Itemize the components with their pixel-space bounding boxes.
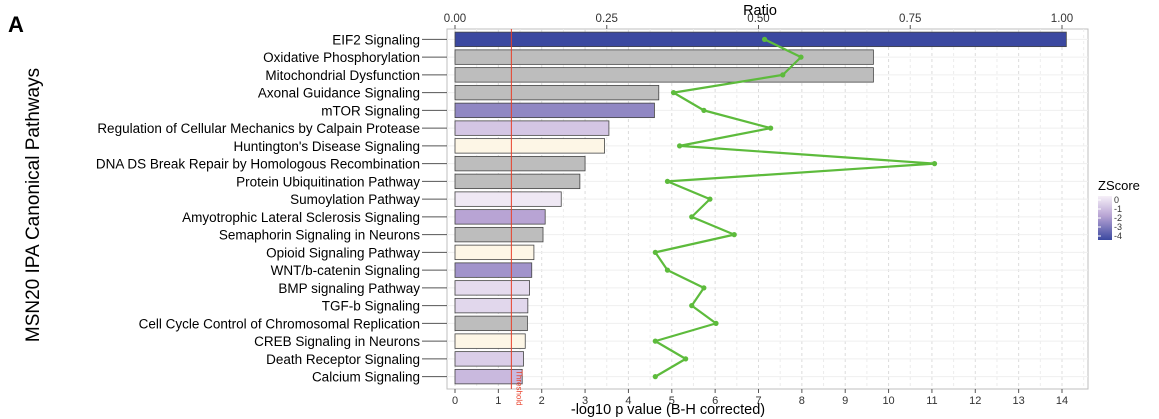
- ratio-point: [664, 267, 671, 273]
- bar: [454, 31, 1067, 48]
- category-label: Opioid Signaling Pathway: [266, 245, 420, 260]
- x-tick-label: 12: [969, 395, 981, 407]
- x-tick-label: 11: [926, 395, 937, 407]
- legend-tick-label: -1: [1114, 204, 1122, 214]
- category-label: Cell Cycle Control of Chromosomal Replic…: [139, 316, 420, 331]
- category-label: Death Receptor Signaling: [266, 352, 420, 367]
- bar: [454, 262, 533, 278]
- ratio-tick-label: 0.75: [899, 13, 921, 25]
- ratio-point: [731, 232, 737, 238]
- x-axis-label: -log10 p value (B-H corrected): [571, 402, 765, 418]
- category-label: Amyotrophic Lateral Sclerosis Signaling: [182, 210, 420, 225]
- ratio-point: [652, 374, 658, 380]
- x-tick-label: 4: [625, 395, 631, 407]
- x-tick-label: 1: [495, 395, 501, 407]
- ratio-tick-label: 1.00: [1051, 13, 1073, 25]
- category-label: DNA DS Break Repair by Homologous Recomb…: [96, 157, 420, 172]
- threshold-label: Threshold: [514, 370, 523, 406]
- ratio-tick-label: 0.00: [444, 13, 466, 25]
- bar: [454, 226, 544, 243]
- ratio-point: [798, 54, 804, 60]
- ratio-point: [689, 214, 695, 220]
- plot-frame: [446, 28, 1089, 390]
- ratio-point: [683, 356, 689, 362]
- ratio-line: [654, 38, 936, 378]
- bar: [454, 244, 535, 261]
- ratio-point: [707, 196, 713, 202]
- bar: [454, 49, 874, 65]
- legend-tick-label: -3: [1114, 222, 1122, 232]
- ratio-point: [652, 249, 658, 255]
- category-label: Oxidative Phosphorylation: [263, 50, 420, 65]
- bar: [454, 351, 524, 367]
- x-tick-label: 9: [842, 395, 848, 407]
- x-tick-label: 8: [799, 395, 805, 407]
- bar: [454, 368, 523, 385]
- ratio-point: [931, 161, 938, 167]
- bar: [454, 155, 586, 172]
- category-label: mTOR Signaling: [321, 103, 420, 118]
- category-label: BMP signaling Pathway: [278, 281, 420, 296]
- ratio-point: [768, 125, 774, 131]
- x-tick-label: 13: [1013, 395, 1025, 407]
- category-label: Regulation of Cellular Mechanics by Calp…: [97, 121, 420, 136]
- bar: [454, 209, 546, 225]
- legend-title: ZScore: [1098, 178, 1140, 193]
- category-label: EIF2 Signaling: [332, 32, 420, 47]
- legend-tick-label: 0: [1114, 195, 1119, 205]
- x-tick-label: 5: [669, 395, 675, 407]
- bar: [454, 280, 530, 296]
- bar: [454, 120, 610, 136]
- ratio-point: [689, 303, 695, 309]
- bar: [454, 138, 605, 154]
- ratio-point: [670, 90, 677, 96]
- category-label: Axonal Guidance Signaling: [258, 86, 420, 101]
- legend-colorbar: [1098, 196, 1112, 240]
- x-tick-label: 10: [882, 395, 894, 407]
- x-tick-label: 7: [755, 395, 761, 407]
- category-label: Calcium Signaling: [312, 370, 420, 385]
- ratio-point: [713, 320, 719, 326]
- ratio-tick-label: 0.50: [747, 13, 769, 25]
- legend-tick-label: -2: [1114, 213, 1122, 223]
- bar: [454, 297, 529, 314]
- bar: [454, 191, 562, 207]
- category-label: Semaphorin Signaling in Neurons: [219, 228, 420, 243]
- bar: [454, 315, 528, 332]
- category-label: Protein Ubiquitination Pathway: [236, 174, 420, 189]
- x-tick-label: 0: [452, 395, 458, 407]
- x-tick-label: 2: [539, 395, 545, 407]
- category-label: TGF-b Signaling: [322, 299, 420, 314]
- ratio-tick-label: 0.25: [596, 13, 618, 25]
- category-label: Sumoylation Pathway: [290, 192, 420, 207]
- bar: [454, 102, 655, 119]
- ratio-point: [780, 72, 786, 78]
- x-tick-label: 14: [1056, 395, 1068, 407]
- bar: [454, 67, 874, 83]
- x-tick-label: 3: [582, 395, 588, 407]
- ratio-point: [664, 178, 671, 184]
- ratio-axis-title: Ratio: [743, 3, 777, 19]
- legend-tick-label: -4: [1114, 231, 1122, 241]
- bar: [454, 173, 581, 190]
- panel-letter: A: [8, 12, 24, 37]
- bar: [454, 84, 660, 101]
- bar: [454, 333, 526, 349]
- category-label: CREB Signaling in Neurons: [254, 334, 420, 349]
- x-tick-label: 6: [712, 395, 718, 407]
- ratio-point: [701, 107, 707, 113]
- ratio-point: [676, 143, 683, 149]
- ratio-point: [701, 285, 707, 291]
- ratio-point: [761, 36, 768, 42]
- category-label: Mitochondrial Dysfunction: [265, 68, 420, 83]
- category-label: WNT/b-catenin Signaling: [271, 263, 420, 278]
- category-label: Huntington's Disease Signaling: [234, 139, 420, 154]
- ratio-point: [652, 338, 658, 344]
